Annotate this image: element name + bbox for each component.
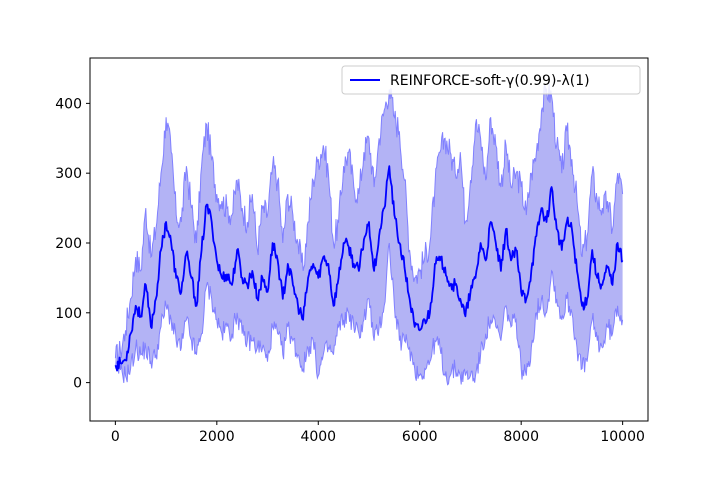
- x-tick-label: 6000: [402, 429, 438, 445]
- y-tick-label: 400: [55, 96, 82, 112]
- plot-data-layer: [114, 81, 624, 386]
- x-axis: 0 2000 4000 6000 8000 10000: [111, 421, 645, 445]
- x-tick-label: 4000: [300, 429, 336, 445]
- x-tick-label: 0: [111, 429, 120, 445]
- x-tick-label: 8000: [503, 429, 539, 445]
- band-lower-edge: [114, 242, 624, 386]
- series-mean-line: [114, 165, 624, 372]
- y-tick-label: 100: [55, 306, 82, 322]
- legend: REINFORCE-soft-γ(0.99)-λ(1): [341, 65, 641, 95]
- legend-box: [341, 65, 641, 95]
- band-upper-edge: [114, 81, 624, 367]
- x-tick-label: 10000: [600, 429, 645, 445]
- y-axis: 0 100 200 300 400: [55, 96, 90, 392]
- legend-label: REINFORCE-soft-γ(0.99)-λ(1): [390, 73, 590, 89]
- y-tick-label: 300: [55, 166, 82, 182]
- x-tick-label: 2000: [199, 429, 235, 445]
- axes-frame: [89, 57, 649, 422]
- y-tick-label: 0: [73, 376, 82, 392]
- y-tick-label: 200: [55, 236, 82, 252]
